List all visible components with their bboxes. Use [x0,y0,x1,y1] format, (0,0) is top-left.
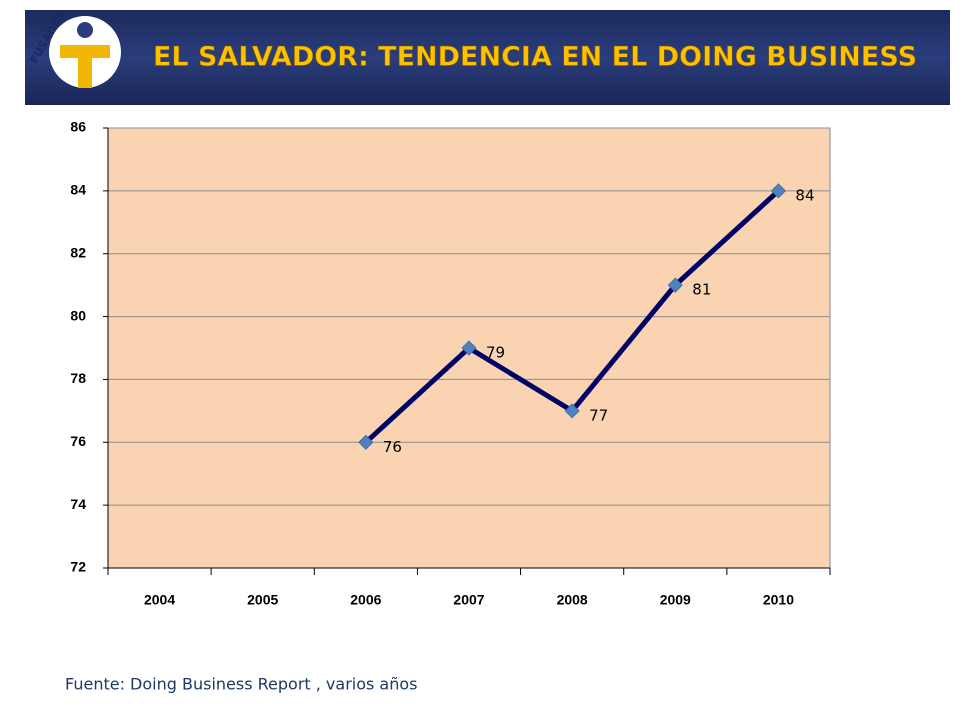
data-marker [564,403,580,419]
data-marker [358,434,374,450]
logo: FUSADES [28,10,121,88]
y-tick-label: 72 [70,559,86,575]
data-label: 77 [589,406,608,424]
header-banner [25,10,950,105]
data-label: 84 [795,186,814,204]
y-tick-label: 74 [70,496,86,512]
data-label: 76 [383,438,402,456]
y-tick-label: 80 [70,307,86,323]
y-tick-label: 82 [70,244,86,260]
y-tick-label: 84 [70,182,86,198]
x-tick-label: 2009 [660,592,691,608]
data-marker [461,340,477,356]
y-tick-label: 78 [70,370,86,386]
x-tick-label: 2005 [247,592,278,608]
data-label: 79 [486,344,505,362]
y-tick-label: 76 [70,433,86,449]
x-tick-label: 2004 [144,592,175,608]
source-note: Fuente: Doing Business Report , varios a… [65,675,418,694]
data-label: 81 [692,281,711,299]
y-tick-label: 86 [70,119,86,135]
x-tick-label: 2010 [763,592,794,608]
chart: 72 74 76 78 80 82 84 86 2004 2005 2006 2007 2008 2009… [70,119,831,608]
data-marker [667,277,683,293]
x-tick-label: 2007 [453,592,484,608]
data-marker [770,183,786,199]
x-tick-label: 2008 [557,592,588,608]
x-tick-label: 2006 [350,592,381,608]
chart-title: EL SALVADOR: TENDENCIA EN EL DOING BUSIN… [153,42,917,73]
